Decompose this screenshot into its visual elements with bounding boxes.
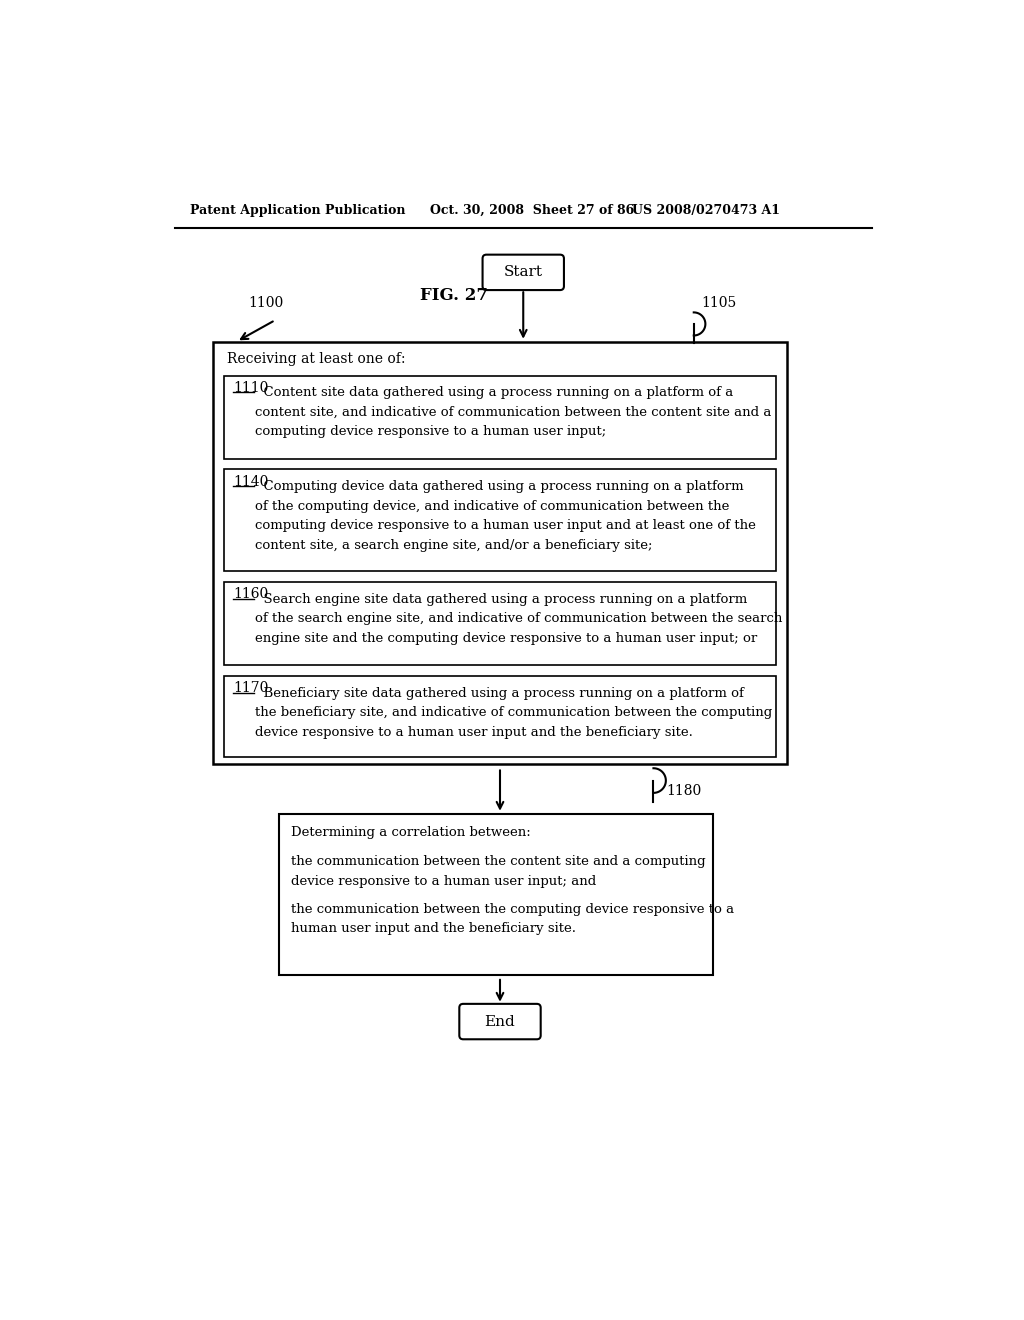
Text: US 2008/0270473 A1: US 2008/0270473 A1 — [632, 205, 779, 218]
FancyBboxPatch shape — [224, 470, 776, 572]
Text: FIG. 27: FIG. 27 — [420, 286, 487, 304]
Text: Computing device data gathered using a process running on a platform
of the comp: Computing device data gathered using a p… — [255, 480, 756, 552]
FancyBboxPatch shape — [482, 255, 564, 290]
FancyBboxPatch shape — [213, 342, 786, 763]
Text: End: End — [484, 1015, 515, 1028]
Text: Oct. 30, 2008  Sheet 27 of 86: Oct. 30, 2008 Sheet 27 of 86 — [430, 205, 635, 218]
Text: 1170: 1170 — [233, 681, 268, 696]
Text: 1180: 1180 — [667, 784, 701, 797]
FancyBboxPatch shape — [460, 1003, 541, 1039]
Text: Start: Start — [504, 265, 543, 280]
FancyBboxPatch shape — [224, 582, 776, 665]
Text: Patent Application Publication: Patent Application Publication — [190, 205, 406, 218]
FancyBboxPatch shape — [224, 376, 776, 459]
Text: 1105: 1105 — [701, 296, 736, 310]
FancyBboxPatch shape — [280, 813, 713, 975]
Text: the communication between the content site and a computing
device responsive to : the communication between the content si… — [291, 855, 706, 888]
Text: 1140: 1140 — [233, 475, 268, 488]
Text: the communication between the computing device responsive to a
human user input : the communication between the computing … — [291, 903, 734, 936]
FancyBboxPatch shape — [224, 676, 776, 758]
Text: Content site data gathered using a process running on a platform of a
content si: Content site data gathered using a proce… — [255, 387, 771, 438]
Text: 1160: 1160 — [233, 587, 268, 601]
Text: 1110: 1110 — [233, 381, 268, 395]
Text: Beneficiary site data gathered using a process running on a platform of
the bene: Beneficiary site data gathered using a p… — [255, 686, 772, 739]
Text: Search engine site data gathered using a process running on a platform
of the se: Search engine site data gathered using a… — [255, 593, 782, 644]
Text: Determining a correlation between:: Determining a correlation between: — [291, 826, 530, 840]
Text: 1100: 1100 — [248, 296, 284, 310]
Text: Receiving at least one of:: Receiving at least one of: — [227, 351, 406, 366]
